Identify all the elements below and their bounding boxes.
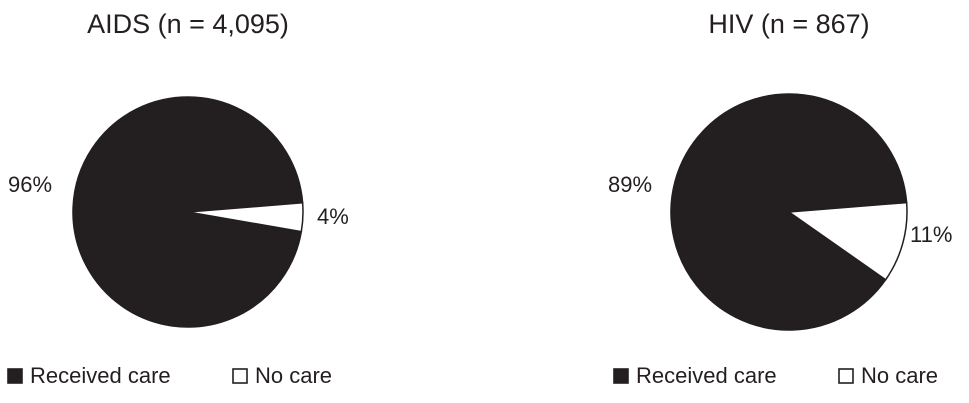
aids-chart-title: AIDS (n = 4,095) <box>87 9 289 39</box>
hiv-chart-title: HIV (n = 867) <box>708 9 869 39</box>
aids-legend-swatch-no-care <box>232 368 248 384</box>
aids-legend-label-no-care: No care <box>255 363 332 388</box>
hiv-pct-label-no-care: 11% <box>910 222 952 247</box>
aids-legend-swatch-received-care <box>7 368 23 384</box>
aids-pct-label-received-care: 96% <box>8 172 52 197</box>
aids-pct-label-no-care: 4% <box>317 204 349 229</box>
aids-slice-received-care <box>72 96 304 328</box>
hiv-pie-group: HIV (n = 867) 89% 11% Received care No care <box>608 9 952 388</box>
aids-legend: Received care No care <box>7 363 332 388</box>
hiv-legend-label-no-care: No care <box>861 363 938 388</box>
hiv-pct-label-received-care: 89% <box>608 172 652 197</box>
hiv-legend: Received care No care <box>613 363 938 388</box>
hiv-slice-no-care <box>786 201 908 281</box>
aids-pie-group: AIDS (n = 4,095) 96% 4% Received care No car… <box>7 9 349 388</box>
aids-legend-label-received-care: Received care <box>30 363 171 388</box>
hiv-legend-swatch-received-care <box>613 368 629 384</box>
aids-slice-no-care <box>187 202 304 233</box>
hiv-legend-swatch-no-care <box>838 368 854 384</box>
hiv-legend-label-received-care: Received care <box>636 363 777 388</box>
